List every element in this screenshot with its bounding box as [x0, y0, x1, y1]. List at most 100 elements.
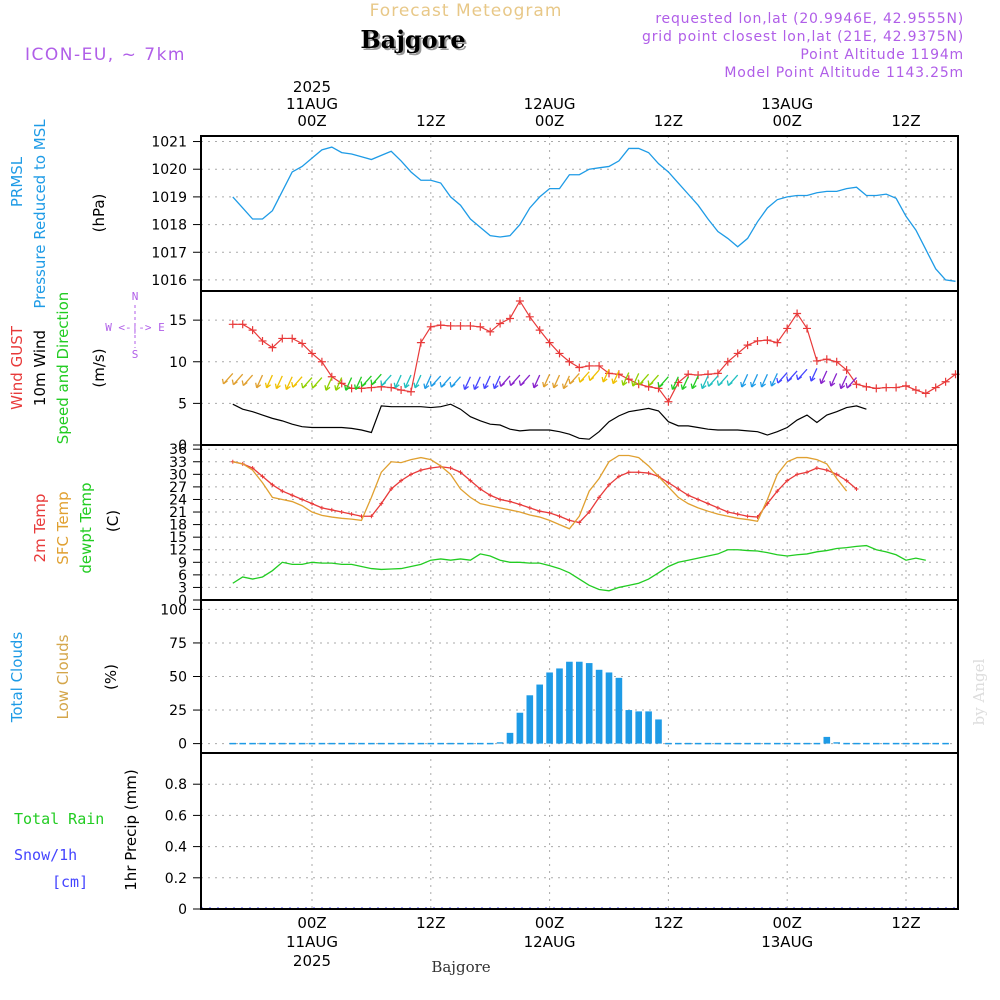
y-tick-label: 21	[169, 505, 187, 521]
temp-2m-marker	[666, 480, 671, 485]
wind-barb-head	[542, 381, 549, 388]
gust-marker	[238, 320, 247, 329]
gust-marker	[941, 377, 950, 386]
pressure-line	[232, 146, 956, 282]
gust-marker	[911, 386, 920, 395]
wind-barb-head	[845, 382, 852, 389]
y-tick-label: 24	[169, 492, 187, 508]
time-tick-bottom: 00Z	[773, 914, 802, 932]
wind-barb	[830, 373, 838, 387]
date-label-top: 13AUG	[761, 95, 813, 113]
gust-marker	[773, 338, 782, 347]
wind-barb	[602, 368, 610, 383]
gust-marker	[555, 349, 564, 358]
temp-2m-marker	[300, 497, 305, 502]
temp-sfc-label: SFC Temp	[54, 491, 72, 564]
y-tick-label: 0.6	[165, 808, 187, 824]
wind-barb	[632, 373, 640, 387]
wind-barb-head	[561, 383, 568, 390]
temp-2m-marker	[775, 489, 780, 494]
wind-barb	[681, 376, 689, 390]
cloud-bar-total	[585, 663, 593, 744]
gust-marker	[308, 349, 316, 358]
wind-barb-head	[370, 379, 377, 386]
time-tick-top: 00Z	[535, 112, 564, 130]
temp-2m-marker	[270, 482, 275, 487]
date-label-bottom: 13AUG	[761, 933, 813, 951]
temp-2m-marker	[319, 505, 324, 510]
gust-marker	[763, 336, 772, 345]
precip-unit: 1hr Precip (mm)	[122, 769, 140, 890]
wind-barb	[671, 376, 679, 390]
wind-barb-head	[532, 382, 539, 389]
compass-n: N	[132, 290, 139, 303]
requested-lonlat: requested lon,lat (20.9946E, 42.9555N)	[655, 11, 964, 27]
temp-2m-marker	[290, 493, 295, 498]
wind-barb-head	[601, 376, 608, 383]
wind-barb	[810, 368, 818, 382]
wind-barb	[760, 373, 768, 388]
panel-border	[200, 135, 959, 292]
temp-2m-marker	[458, 470, 463, 475]
wind-barb-head	[819, 378, 826, 385]
y-tick-label: 1017	[151, 245, 187, 261]
gust-marker	[228, 320, 237, 329]
wind-barb-head	[776, 377, 783, 384]
temp-2m-marker	[349, 512, 354, 517]
temp-2m-marker	[369, 514, 374, 519]
wind-barb	[533, 374, 541, 389]
temp-dewpt-label: dewpt Temp	[77, 482, 95, 573]
gust-marker	[832, 357, 841, 366]
location-title-front: Bajgore	[360, 25, 465, 54]
wind-barb-head	[301, 382, 308, 389]
wind-barb-head	[241, 380, 248, 387]
y-tick-label: 9	[178, 555, 187, 571]
temp-2m-marker	[409, 472, 413, 477]
wind-barb-head	[621, 380, 628, 386]
temp-2m-marker	[418, 468, 423, 473]
wind-barb-head	[344, 385, 351, 391]
wind-barb-head	[809, 376, 816, 382]
cloud-bar-total	[635, 711, 642, 744]
gust-marker	[288, 334, 297, 343]
temp-unit: (C)	[104, 510, 122, 532]
pressure-label-long: Pressure Reduced to MSL	[31, 119, 49, 309]
gust-marker	[585, 361, 594, 370]
temp-2m-marker	[616, 474, 621, 479]
gust-marker	[694, 371, 703, 380]
y-tick-label: 1016	[151, 273, 187, 289]
gust-marker	[317, 357, 326, 366]
time-tick-bottom: 12Z	[416, 914, 445, 932]
wind-barb-head	[637, 379, 644, 386]
temp-2m-marker	[785, 478, 790, 483]
wind-unit: (m/s)	[90, 348, 108, 387]
wind-label: 10m Wind	[31, 330, 49, 406]
gust-marker	[278, 334, 287, 343]
wind-barb	[612, 370, 620, 384]
gust-marker	[268, 343, 277, 352]
gust-marker	[496, 319, 505, 328]
wind-barb-head	[759, 381, 766, 388]
gust-marker	[446, 321, 455, 330]
gust-marker	[565, 357, 574, 366]
wind-barb-head	[786, 376, 793, 382]
gust-marker	[387, 383, 396, 392]
wind-barb-head	[429, 381, 436, 387]
y-tick-label: 15	[169, 313, 187, 329]
wind-barb-head	[796, 374, 803, 381]
temp-2m-marker	[448, 466, 453, 471]
time-tick-top: 12Z	[654, 112, 683, 130]
y-tick-label: 0	[178, 593, 187, 609]
wind-barb	[325, 377, 333, 391]
wind-barb	[493, 375, 501, 389]
y-tick-label: 18	[169, 518, 187, 534]
gust-marker	[436, 321, 445, 330]
cloud-bar-total	[496, 742, 504, 744]
panel-border	[200, 752, 959, 910]
compass-s: S	[132, 348, 139, 361]
temp-2m-marker	[805, 470, 809, 475]
gust-marker	[525, 312, 534, 321]
temp-2m-marker	[399, 478, 404, 483]
temp-2m-marker	[834, 472, 839, 477]
wind-barb	[840, 375, 848, 389]
